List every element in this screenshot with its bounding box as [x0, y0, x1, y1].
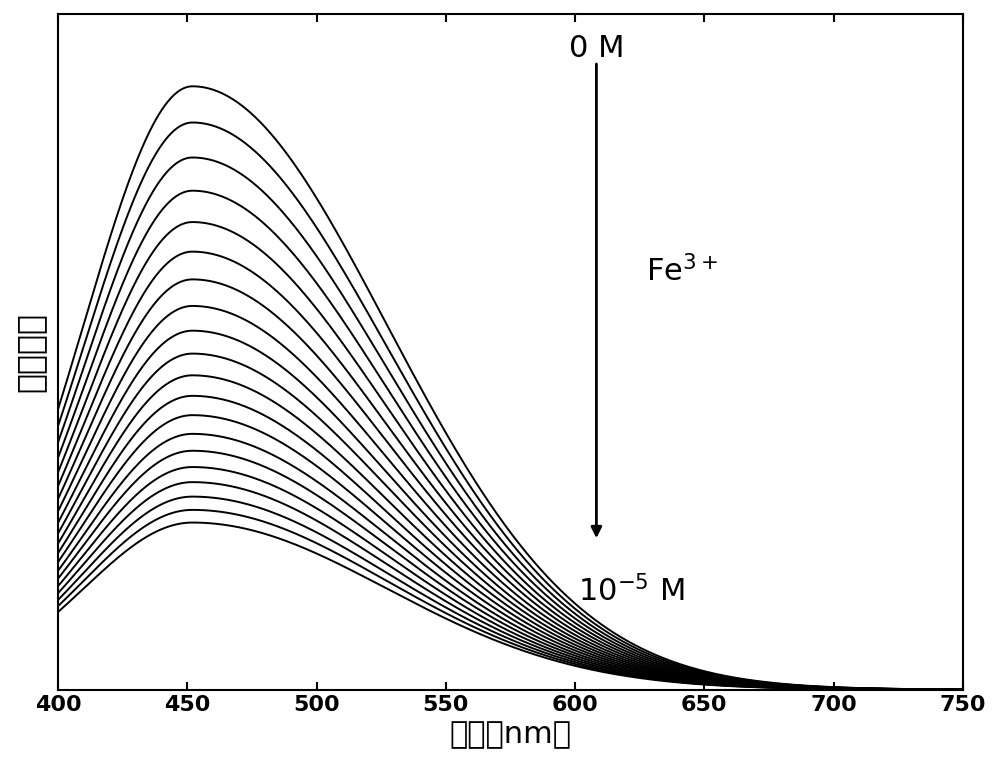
Text: 10$^{-5}$ M: 10$^{-5}$ M: [578, 575, 685, 607]
Y-axis label: 荧光强度: 荧光强度: [14, 312, 47, 391]
X-axis label: 波长（nm）: 波长（nm）: [449, 720, 571, 749]
Text: 0 M: 0 M: [569, 34, 624, 63]
Text: Fe$^{3+}$: Fe$^{3+}$: [646, 254, 718, 287]
